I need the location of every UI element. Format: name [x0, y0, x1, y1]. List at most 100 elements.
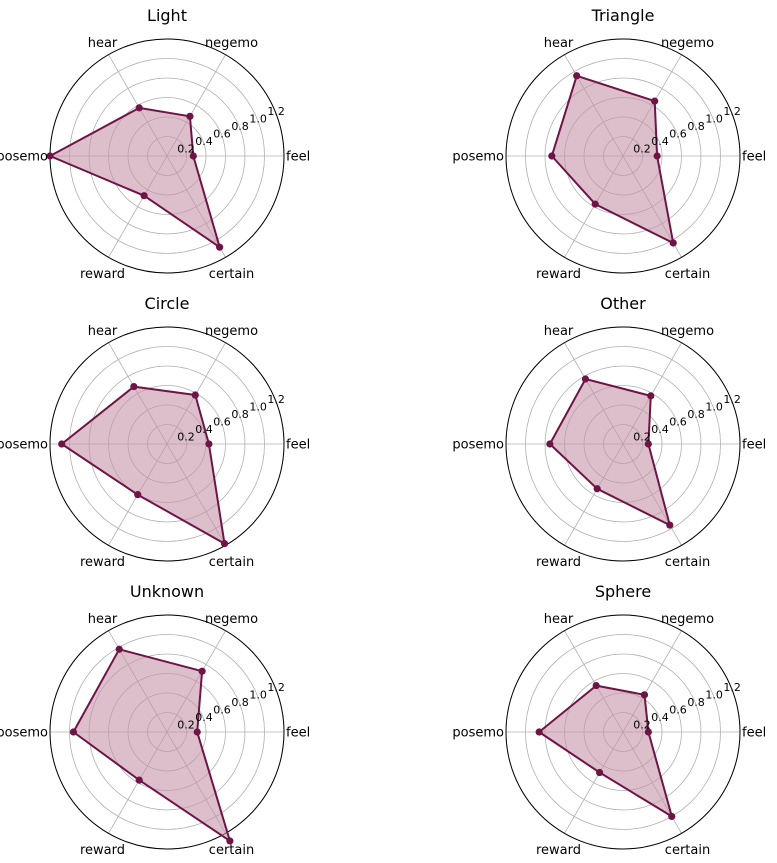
data-point-certain [216, 243, 224, 251]
r-tick-label: 0.4 [195, 135, 213, 148]
panel-title: Unknown [130, 582, 204, 601]
axis-label-certain: certain [209, 555, 254, 570]
data-point-feel [205, 440, 213, 448]
axis-label-certain: certain [209, 267, 254, 282]
axis-label-reward: reward [536, 843, 581, 858]
data-point-feel [644, 440, 652, 448]
axis-label-certain: certain [209, 843, 254, 858]
axis-label-feel: feel [286, 150, 310, 165]
r-tick-label: 0.4 [651, 711, 669, 724]
series-area [61, 386, 225, 544]
data-point-certain [220, 540, 229, 548]
polar-frame [505, 326, 741, 562]
axis-label-negemo: negemo [661, 36, 714, 51]
axis-label-reward: reward [80, 267, 125, 282]
data-point-negemo [647, 392, 655, 400]
axis-label-feel: feel [286, 438, 310, 453]
r-tick-label: 0.6 [669, 416, 687, 429]
axis-label-posemo: posemo [0, 438, 48, 453]
data-point-reward [593, 485, 601, 493]
polar-frame [49, 614, 285, 850]
axis-label-negemo: negemo [205, 36, 258, 51]
r-tick-label: 1.0 [249, 689, 267, 702]
axis-label-posemo: posemo [452, 726, 504, 741]
data-point-feel [653, 152, 661, 160]
data-point-negemo [191, 391, 199, 399]
radar-panel-circle: 0.20.40.60.81.01.2 feel negemo hear posemo re… [0, 294, 310, 570]
panel-title: Circle [145, 294, 190, 313]
r-tick-label: 0.2 [177, 719, 195, 732]
r-tick-label: 0.4 [651, 423, 669, 436]
polar-frame [505, 614, 741, 850]
data-point-hear [592, 681, 600, 690]
r-tick-label: 0.8 [687, 408, 705, 421]
data-point-feel [189, 152, 197, 160]
axis-label-certain: certain [665, 267, 710, 282]
r-tick-label: 1.0 [249, 113, 267, 126]
r-tick-label: 0.8 [231, 120, 249, 133]
polar-frame [505, 38, 741, 274]
axis-label-negemo: negemo [205, 324, 258, 339]
series-area [549, 379, 670, 526]
axis-label-certain: certain [665, 843, 710, 858]
axis-label-negemo: negemo [661, 612, 714, 627]
r-tick-label: 0.8 [687, 120, 705, 133]
data-point-posemo [546, 440, 554, 448]
axis-label-hear: hear [544, 612, 574, 627]
data-point-certain [226, 837, 234, 845]
panel-title: Triangle [591, 6, 655, 25]
axis-label-feel: feel [742, 438, 766, 453]
r-tick-label: 0.2 [177, 143, 195, 156]
data-point-posemo [548, 152, 556, 160]
data-point-reward [140, 192, 148, 200]
data-point-posemo [58, 440, 66, 448]
data-point-posemo [535, 728, 543, 736]
axis-label-hear: hear [88, 36, 118, 51]
data-point-posemo [69, 728, 77, 736]
r-tick-label: 0.4 [651, 135, 669, 148]
data-point-posemo [46, 152, 54, 160]
data-point-reward [596, 768, 604, 777]
r-tick-label: 1.2 [723, 681, 741, 694]
axis-label-posemo: posemo [0, 150, 48, 165]
r-tick-label: 0.2 [177, 431, 195, 444]
data-point-negemo [186, 112, 194, 120]
r-tick-label: 1.2 [723, 393, 741, 406]
r-tick-label: 0.2 [633, 719, 651, 732]
series-area [73, 649, 230, 841]
data-point-feel [644, 728, 652, 736]
axis-label-negemo: negemo [661, 324, 714, 339]
r-tick-label: 1.0 [705, 113, 723, 126]
axis-label-negemo: negemo [205, 612, 258, 627]
r-tick-label: 0.6 [669, 128, 687, 141]
data-point-certain [666, 521, 674, 529]
r-tick-label: 0.6 [213, 416, 231, 429]
data-point-hear [115, 645, 123, 653]
r-tick-label: 0.8 [687, 696, 705, 709]
r-tick-label: 1.0 [249, 401, 267, 414]
radar-panel-unknown: 0.20.40.60.81.01.2 feel negemo hear posemo re… [0, 582, 310, 858]
radar-panel-sphere: 0.20.40.60.81.01.2 feel negemo hear posemo re… [452, 582, 766, 858]
r-tick-label: 1.0 [705, 401, 723, 414]
axis-label-reward: reward [536, 555, 581, 570]
axis-label-posemo: posemo [452, 150, 504, 165]
data-point-reward [135, 776, 143, 784]
r-tick-label: 0.6 [213, 128, 231, 141]
data-point-certain [669, 239, 677, 247]
axis-label-feel: feel [742, 726, 766, 741]
axis-label-hear: hear [544, 324, 574, 339]
r-tick-label: 0.8 [231, 408, 249, 421]
axis-label-reward: reward [536, 267, 581, 282]
panel-title: Other [600, 294, 646, 313]
data-point-negemo [651, 97, 659, 105]
r-tick-label: 0.4 [195, 423, 213, 436]
data-point-reward [134, 491, 142, 499]
axis-label-feel: feel [742, 150, 766, 165]
data-point-reward [591, 200, 599, 208]
data-point-certain [668, 812, 676, 821]
r-tick-label: 0.2 [633, 143, 651, 156]
r-tick-label: 0.8 [231, 696, 249, 709]
r-tick-label: 0.6 [669, 704, 687, 717]
r-tick-label: 1.0 [705, 689, 723, 702]
r-tick-label: 0.2 [633, 431, 651, 444]
